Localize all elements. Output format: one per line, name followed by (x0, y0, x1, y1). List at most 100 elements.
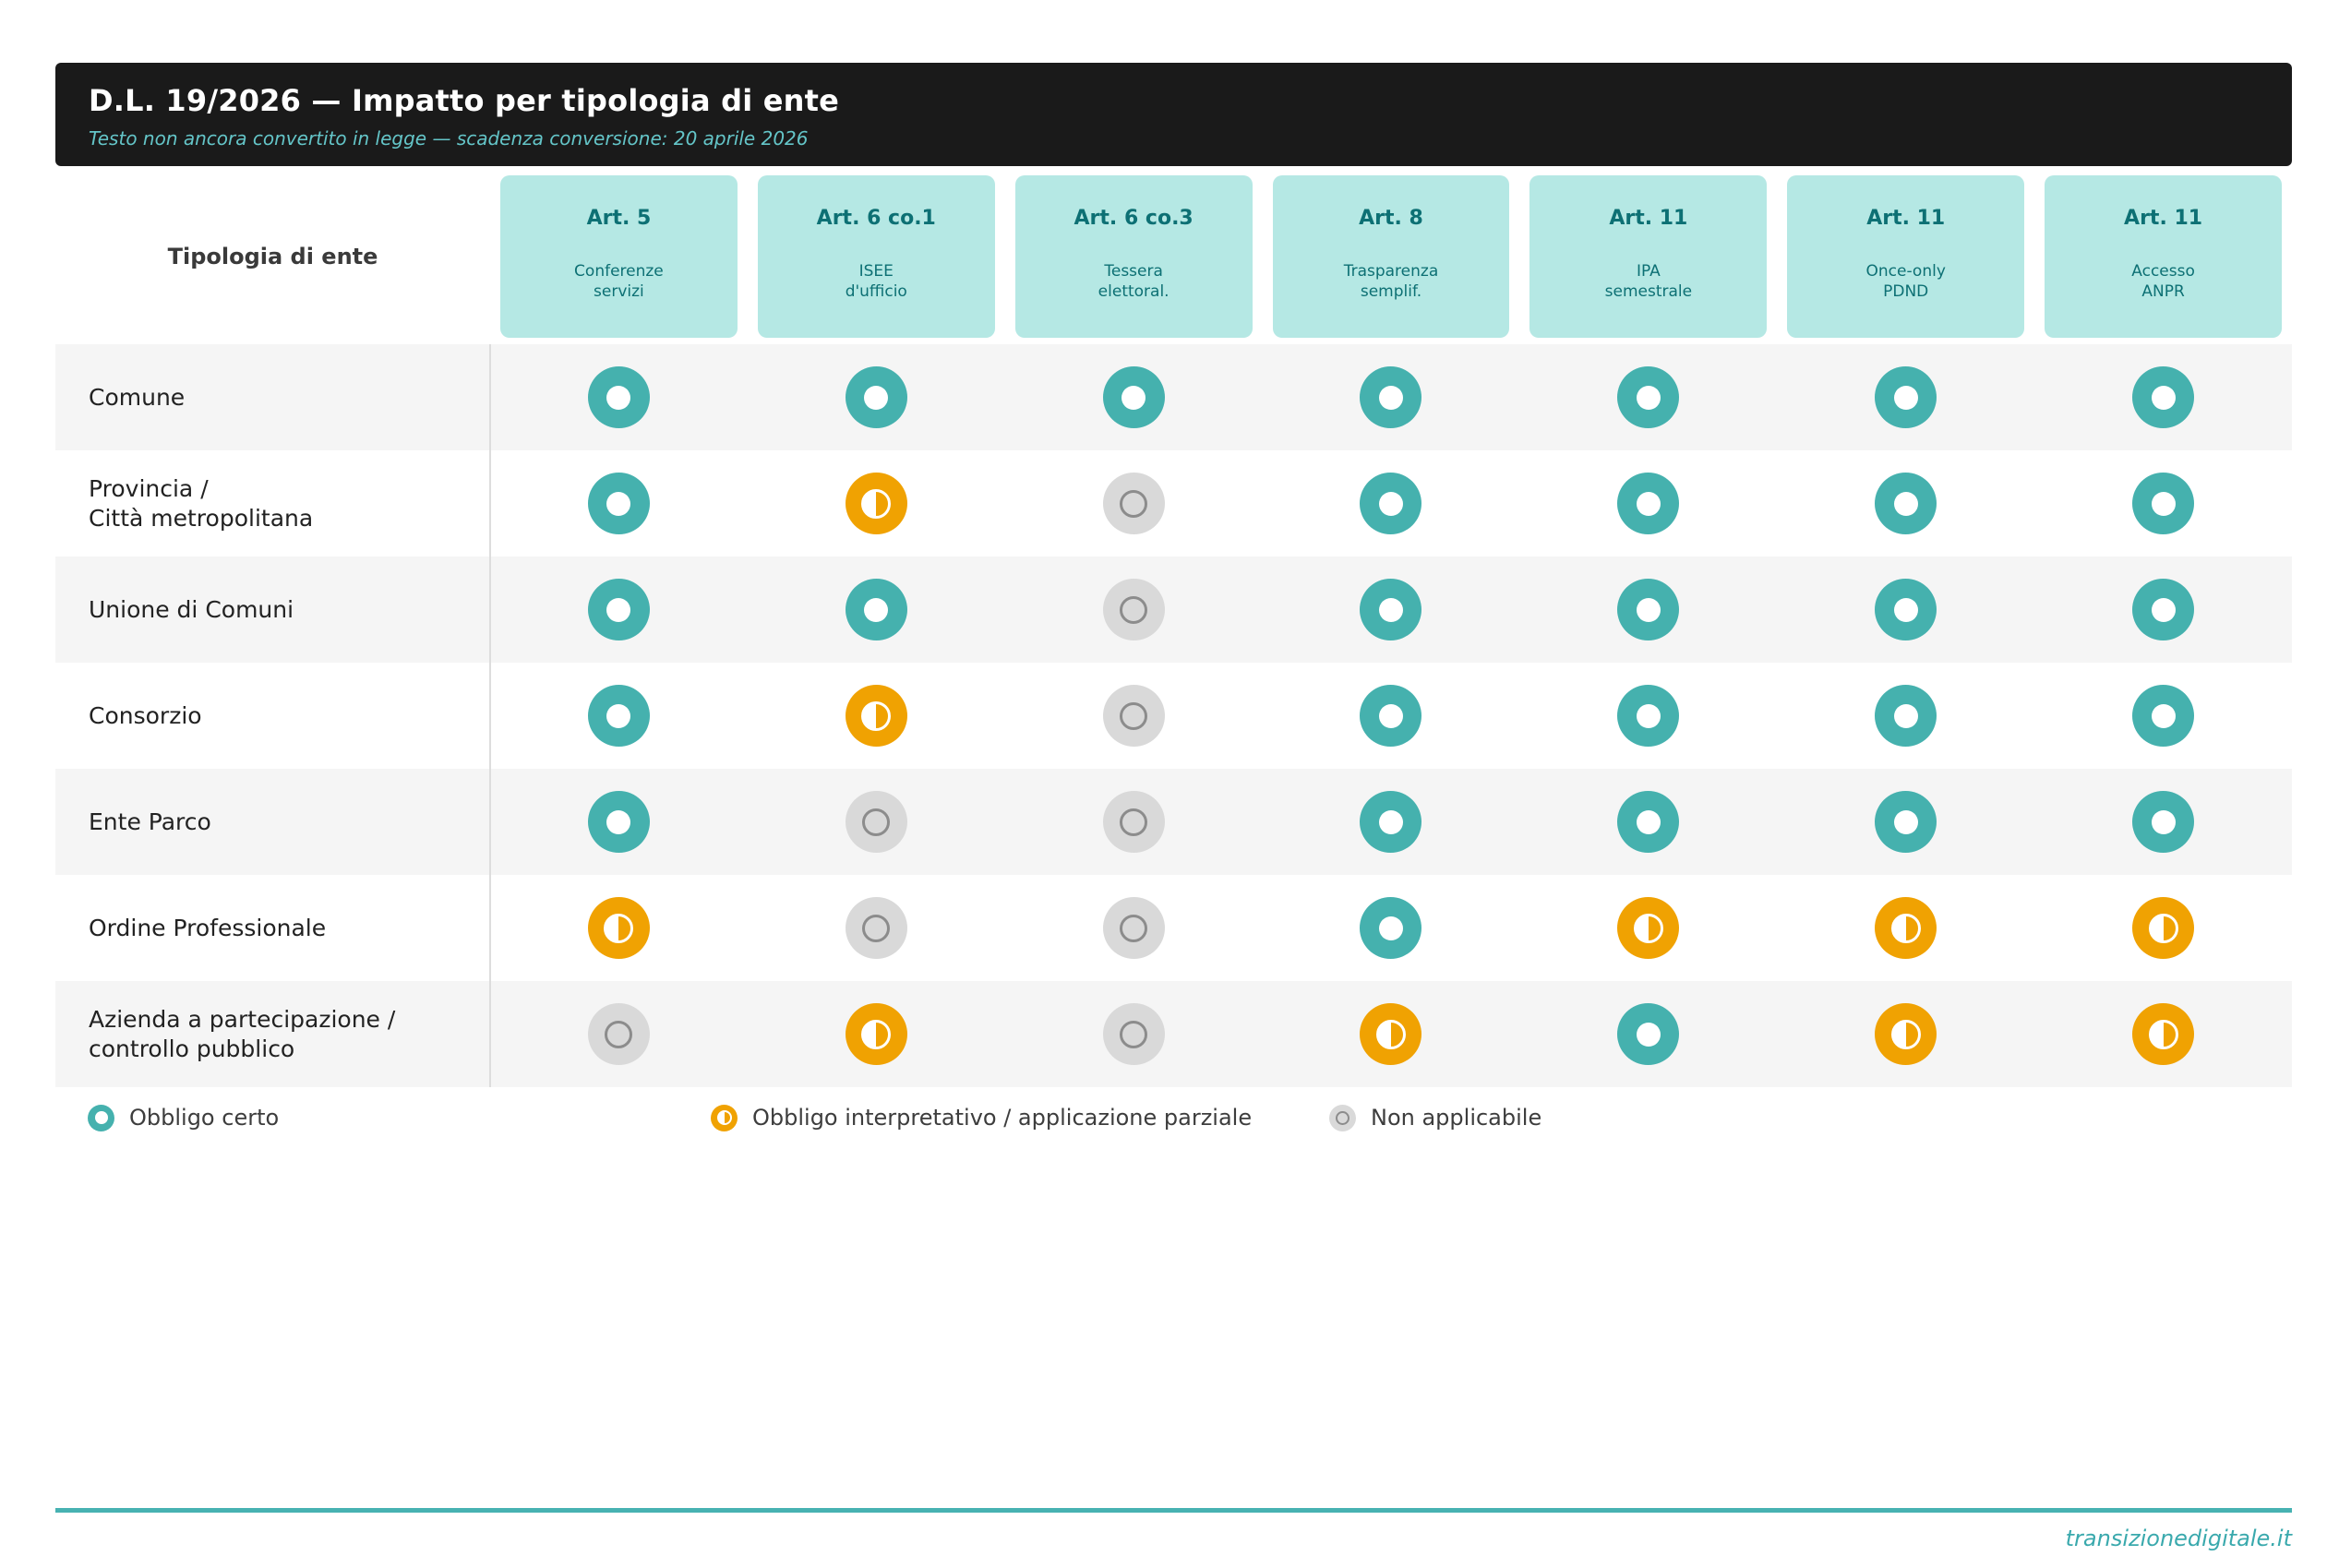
column-header-7-art-11: Art. 11 Accesso ANPR (2045, 175, 2282, 338)
column-measure-label: Once-only PDND (1865, 262, 1946, 302)
status-cell (1005, 769, 1263, 875)
row-label: Provincia / Città metropolitana (89, 475, 314, 532)
legend-none-icon (1329, 1104, 1356, 1131)
full-glyph (1636, 1022, 1661, 1047)
status-icon-partial (2132, 1003, 2195, 1065)
status-cell (2034, 557, 2292, 663)
status-cell (490, 450, 748, 557)
status-cell (490, 557, 748, 663)
full-glyph (1378, 597, 1403, 622)
status-cell (1263, 557, 1520, 663)
full-glyph (2151, 597, 2176, 622)
table-row-comune: Comune (55, 344, 2292, 450)
status-icon-full (2132, 366, 2195, 428)
full-glyph (1378, 703, 1403, 728)
status-cell (748, 981, 1005, 1087)
matrix-header-row: Tipologia di ente Art. 5 Conferenze servi… (55, 175, 2292, 338)
status-icon-partial (1617, 897, 1680, 959)
status-cell (490, 769, 748, 875)
none-glyph (1120, 595, 1148, 624)
status-cell (2034, 450, 2292, 557)
column-measure-label: Accesso ANPR (2131, 262, 2195, 302)
full-glyph (606, 597, 631, 622)
status-cell (748, 450, 1005, 557)
status-icon-full (845, 366, 907, 428)
status-icon-full (2132, 791, 2195, 853)
status-cell (1777, 344, 2034, 450)
status-icon-full (1617, 473, 1680, 534)
column-header-1-art-5: Art. 5 Conferenze servizi (500, 175, 738, 338)
none-glyph (1120, 701, 1148, 730)
full-glyph (606, 491, 631, 516)
footer-credit: transizionedigitale.it (2065, 1526, 2292, 1551)
status-cell (748, 769, 1005, 875)
column-article-label: Art. 6 co.1 (816, 207, 936, 230)
status-icon-full (2132, 473, 2195, 534)
status-icon-full (1875, 685, 1937, 747)
status-icon-full (1617, 1003, 1680, 1065)
full-glyph (1893, 597, 1918, 622)
status-icon-full (587, 685, 650, 747)
legend-label: Non applicabile (1371, 1105, 1542, 1131)
partial-glyph (1890, 913, 1921, 943)
full-glyph (2151, 385, 2176, 410)
status-icon-partial (1360, 1003, 1422, 1065)
header-banner: D.L. 19/2026 — Impatto per tipologia di … (55, 63, 2292, 166)
status-cell (1005, 450, 1263, 557)
full-glyph (1893, 703, 1918, 728)
status-icon-full (1875, 791, 1937, 853)
status-icon-partial (1875, 1003, 1937, 1065)
status-icon-none (845, 897, 907, 959)
full-glyph (1378, 385, 1403, 410)
partial-glyph (861, 700, 892, 731)
status-cell (748, 875, 1005, 981)
page-title: D.L. 19/2026 — Impatto per tipologia di … (89, 83, 839, 118)
status-icon-full (1875, 473, 1937, 534)
status-cell (490, 875, 748, 981)
full-glyph (1636, 809, 1661, 834)
status-icon-none (1102, 791, 1165, 853)
row-label: Unione di Comuni (89, 595, 294, 623)
status-cell (2034, 663, 2292, 769)
full-glyph (1636, 385, 1661, 410)
row-label: Azienda a partecipazione / controllo pub… (89, 1006, 396, 1062)
column-measure-label: IPA semestrale (1604, 262, 1693, 302)
column-header-5-art-11: Art. 11 IPA semestrale (1529, 175, 1768, 338)
status-cell (1519, 663, 1777, 769)
matrix-body: Comune Provincia / Città metropolitana Uni… (55, 344, 2292, 1087)
partial-glyph (1633, 913, 1663, 943)
partial-glyph (1375, 1019, 1406, 1049)
status-icon-full (2132, 579, 2195, 640)
full-glyph (1893, 809, 1918, 834)
column-article-label: Art. 5 (586, 207, 652, 230)
status-cell (490, 663, 748, 769)
status-cell (1777, 450, 2034, 557)
status-icon-full (1360, 791, 1422, 853)
legend-item-full: Obbligo certo (88, 1101, 279, 1134)
status-cell (1519, 344, 1777, 450)
full-glyph (1893, 385, 1918, 410)
legend-full-icon (88, 1104, 114, 1131)
status-cell (2034, 344, 2292, 450)
status-icon-none (1102, 579, 1165, 640)
status-cell (1519, 981, 1777, 1087)
none-glyph (1120, 489, 1148, 518)
column-header-2-art-6-co-1: Art. 6 co.1 ISEE d'ufficio (757, 175, 995, 338)
legend: Obbligo certo Obbligo interpretativo / ap… (55, 1101, 2292, 1138)
status-icon-partial (2132, 897, 2195, 959)
row-label: Consorzio (89, 701, 202, 729)
impact-matrix: Tipologia di ente Art. 5 Conferenze servi… (55, 175, 2292, 1087)
status-cell (1263, 450, 1520, 557)
status-icon-none (1102, 685, 1165, 747)
full-glyph (864, 597, 889, 622)
partial-glyph (2148, 913, 2178, 943)
row-label: Comune (89, 383, 186, 411)
none-glyph (1120, 808, 1148, 836)
full-glyph (606, 809, 631, 834)
full-glyph (606, 385, 631, 410)
column-article-label: Art. 8 (1359, 207, 1423, 230)
full-glyph (606, 703, 631, 728)
column-article-label: Art. 11 (1866, 207, 1946, 230)
status-icon-full (587, 366, 650, 428)
